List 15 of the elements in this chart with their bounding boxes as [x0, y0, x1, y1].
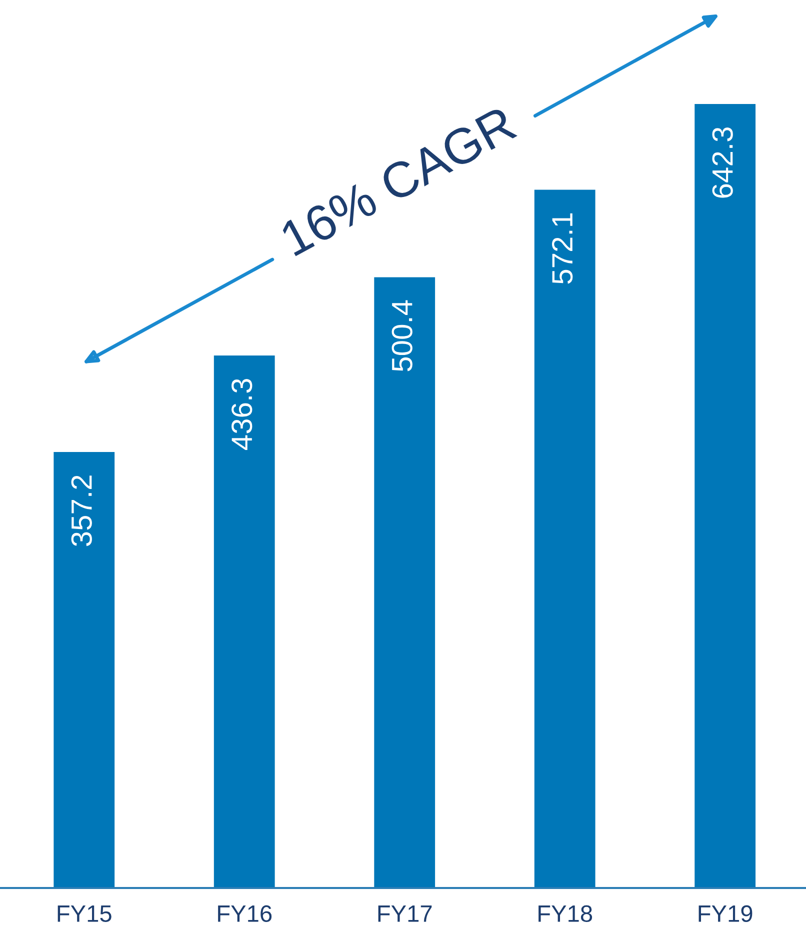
- x-tick-label: FY18: [538, 905, 592, 922]
- x-tick-label: FY19: [698, 905, 752, 922]
- data-label: 642.3: [712, 128, 733, 198]
- x-tick-label: FY16: [218, 905, 272, 922]
- bar: [54, 452, 115, 888]
- x-tick-label: FY17: [378, 906, 432, 922]
- data-label: 436.3: [232, 378, 252, 450]
- bar: [694, 104, 756, 888]
- data-label: 500.4: [392, 300, 412, 372]
- data-label: 357.2: [71, 476, 92, 546]
- bar: [214, 355, 275, 888]
- data-label: 572.1: [552, 213, 573, 284]
- bar: [534, 190, 596, 888]
- bar: [374, 277, 436, 888]
- x-tick-label: FY15: [58, 906, 112, 922]
